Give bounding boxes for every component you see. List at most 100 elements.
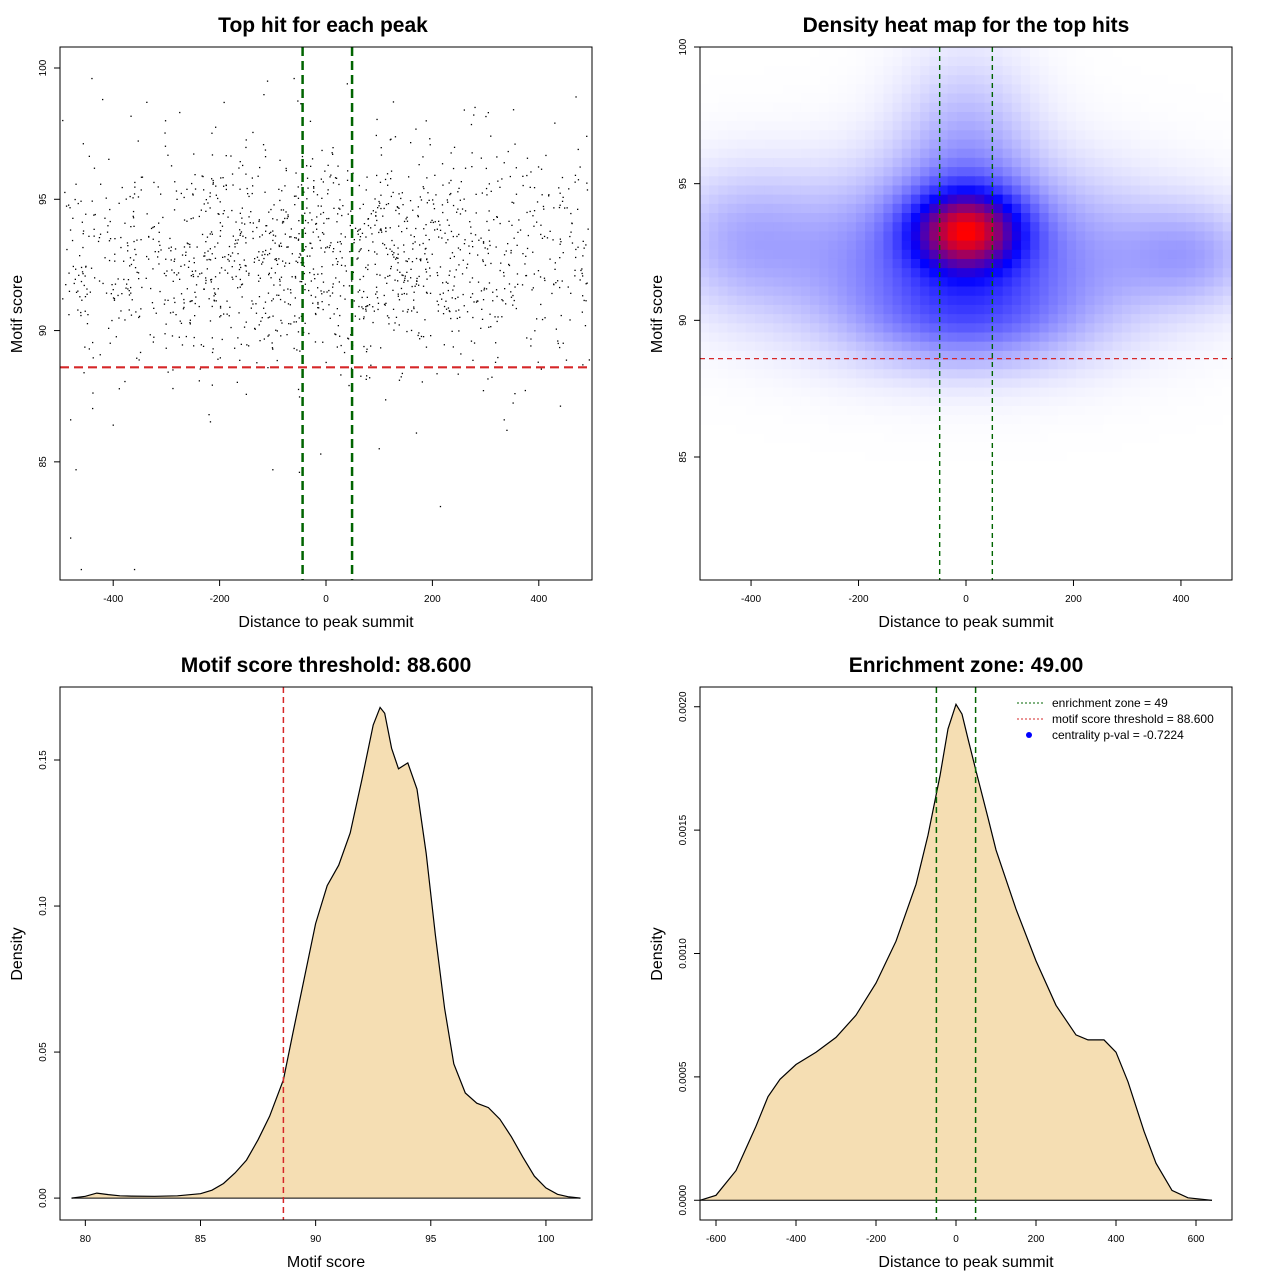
heat-cell: [966, 359, 976, 369]
heat-cell: [755, 166, 765, 176]
heat-cell: [856, 552, 866, 562]
heat-cell: [801, 314, 811, 324]
heat-cell: [783, 442, 793, 452]
heat-cell: [718, 194, 728, 204]
heat-cell: [1177, 258, 1187, 268]
heat-cell: [718, 497, 728, 507]
data-point: [313, 186, 314, 187]
heat-cell: [1039, 525, 1049, 535]
heat-cell: [764, 212, 774, 222]
data-point: [174, 181, 175, 182]
data-point: [193, 217, 194, 218]
data-point: [374, 198, 375, 199]
data-point: [474, 342, 475, 343]
heat-cell: [1039, 451, 1049, 461]
heat-cell: [737, 387, 747, 397]
heat-cell: [709, 470, 719, 480]
heat-cell: [911, 378, 921, 388]
heat-cell: [883, 378, 893, 388]
data-point: [162, 217, 163, 218]
heat-cell: [1186, 359, 1196, 369]
heat-cell: [1094, 562, 1104, 572]
data-point: [454, 147, 455, 148]
heat-cell: [1140, 240, 1150, 250]
heat-cell: [1021, 166, 1031, 176]
data-point: [206, 259, 207, 260]
data-point: [314, 274, 315, 275]
data-point: [363, 318, 364, 319]
data-point: [375, 264, 376, 265]
heat-cell: [792, 157, 802, 167]
heat-cell: [883, 479, 893, 489]
data-point: [125, 288, 126, 289]
heat-cell: [755, 415, 765, 425]
heat-cell: [1085, 121, 1095, 131]
data-point: [135, 267, 136, 268]
heat-cell: [1076, 102, 1086, 112]
heat-cell: [746, 56, 756, 66]
heat-cell: [764, 277, 774, 287]
data-point: [553, 284, 554, 285]
heat-cell: [1021, 488, 1031, 498]
data-point: [506, 250, 507, 251]
heat-cell: [1149, 277, 1159, 287]
heat-cell: [874, 121, 884, 131]
heat-cell: [1085, 323, 1095, 333]
heat-cell: [865, 56, 875, 66]
data-point: [194, 315, 195, 316]
heat-cell: [1168, 516, 1178, 526]
data-point: [75, 469, 76, 470]
heat-cell: [929, 332, 939, 342]
heat-cell: [1186, 56, 1196, 66]
data-point: [278, 189, 279, 190]
heat-cell: [1168, 525, 1178, 535]
heat-cell: [893, 231, 903, 241]
heat-cell: [1076, 424, 1086, 434]
heat-cell: [801, 212, 811, 222]
data-point: [566, 360, 567, 361]
heat-cell: [929, 479, 939, 489]
data-point: [386, 248, 387, 249]
heat-cell: [728, 479, 738, 489]
heat-cell: [773, 157, 783, 167]
heat-cell: [911, 84, 921, 94]
data-point: [258, 251, 259, 252]
heat-cell: [1039, 139, 1049, 149]
heat-cell: [865, 359, 875, 369]
heat-cell: [737, 139, 747, 149]
data-point: [485, 247, 486, 248]
heat-cell: [948, 56, 958, 66]
data-point: [298, 331, 299, 332]
data-point: [186, 221, 187, 222]
heat-cell: [1049, 369, 1059, 379]
data-point: [100, 184, 101, 185]
data-point: [172, 388, 173, 389]
data-point: [160, 194, 161, 195]
heat-cell: [966, 304, 976, 314]
data-point: [382, 243, 383, 244]
heat-cell: [1204, 488, 1214, 498]
data-point: [419, 338, 420, 339]
data-point: [332, 147, 333, 148]
heat-cell: [1177, 405, 1187, 415]
y-tick-label: 0.05: [38, 1042, 49, 1062]
heat-cell: [819, 488, 829, 498]
heat-cell: [1003, 479, 1013, 489]
heat-cell: [1085, 433, 1095, 443]
heat-cell: [865, 369, 875, 379]
heat-cell: [1049, 433, 1059, 443]
heat-cell: [1030, 93, 1040, 103]
data-point: [381, 232, 382, 233]
data-point: [238, 167, 239, 168]
data-point: [432, 199, 433, 200]
heat-cell: [902, 75, 912, 85]
heat-cell: [1195, 166, 1205, 176]
heat-cell: [957, 387, 967, 397]
data-point: [268, 334, 269, 335]
heat-cell: [773, 424, 783, 434]
heat-cell: [1214, 506, 1224, 516]
heat-cell: [1195, 424, 1205, 434]
data-point: [138, 278, 139, 279]
data-point: [451, 231, 452, 232]
heat-cell: [902, 323, 912, 333]
